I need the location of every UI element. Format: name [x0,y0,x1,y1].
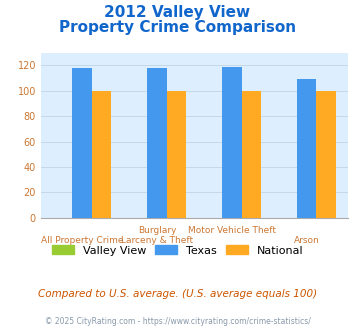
Legend: Valley View, Texas, National: Valley View, Texas, National [47,241,308,260]
Bar [92,91,111,218]
Text: Property Crime Comparison: Property Crime Comparison [59,20,296,35]
Text: Arson: Arson [294,236,320,245]
Text: All Property Crime: All Property Crime [41,236,123,245]
Text: 2012 Valley View: 2012 Valley View [104,5,251,20]
Text: © 2025 CityRating.com - https://www.cityrating.com/crime-statistics/: © 2025 CityRating.com - https://www.city… [45,317,310,326]
Text: Larceny & Theft: Larceny & Theft [121,236,193,245]
Bar [166,91,186,218]
Bar [222,67,241,218]
Bar [316,91,336,218]
Bar [72,68,92,218]
Bar [241,91,261,218]
Text: Burglary: Burglary [138,226,176,235]
Bar [297,80,316,218]
Text: Motor Vehicle Theft: Motor Vehicle Theft [188,226,276,235]
Text: Compared to U.S. average. (U.S. average equals 100): Compared to U.S. average. (U.S. average … [38,289,317,299]
Bar [147,68,166,218]
